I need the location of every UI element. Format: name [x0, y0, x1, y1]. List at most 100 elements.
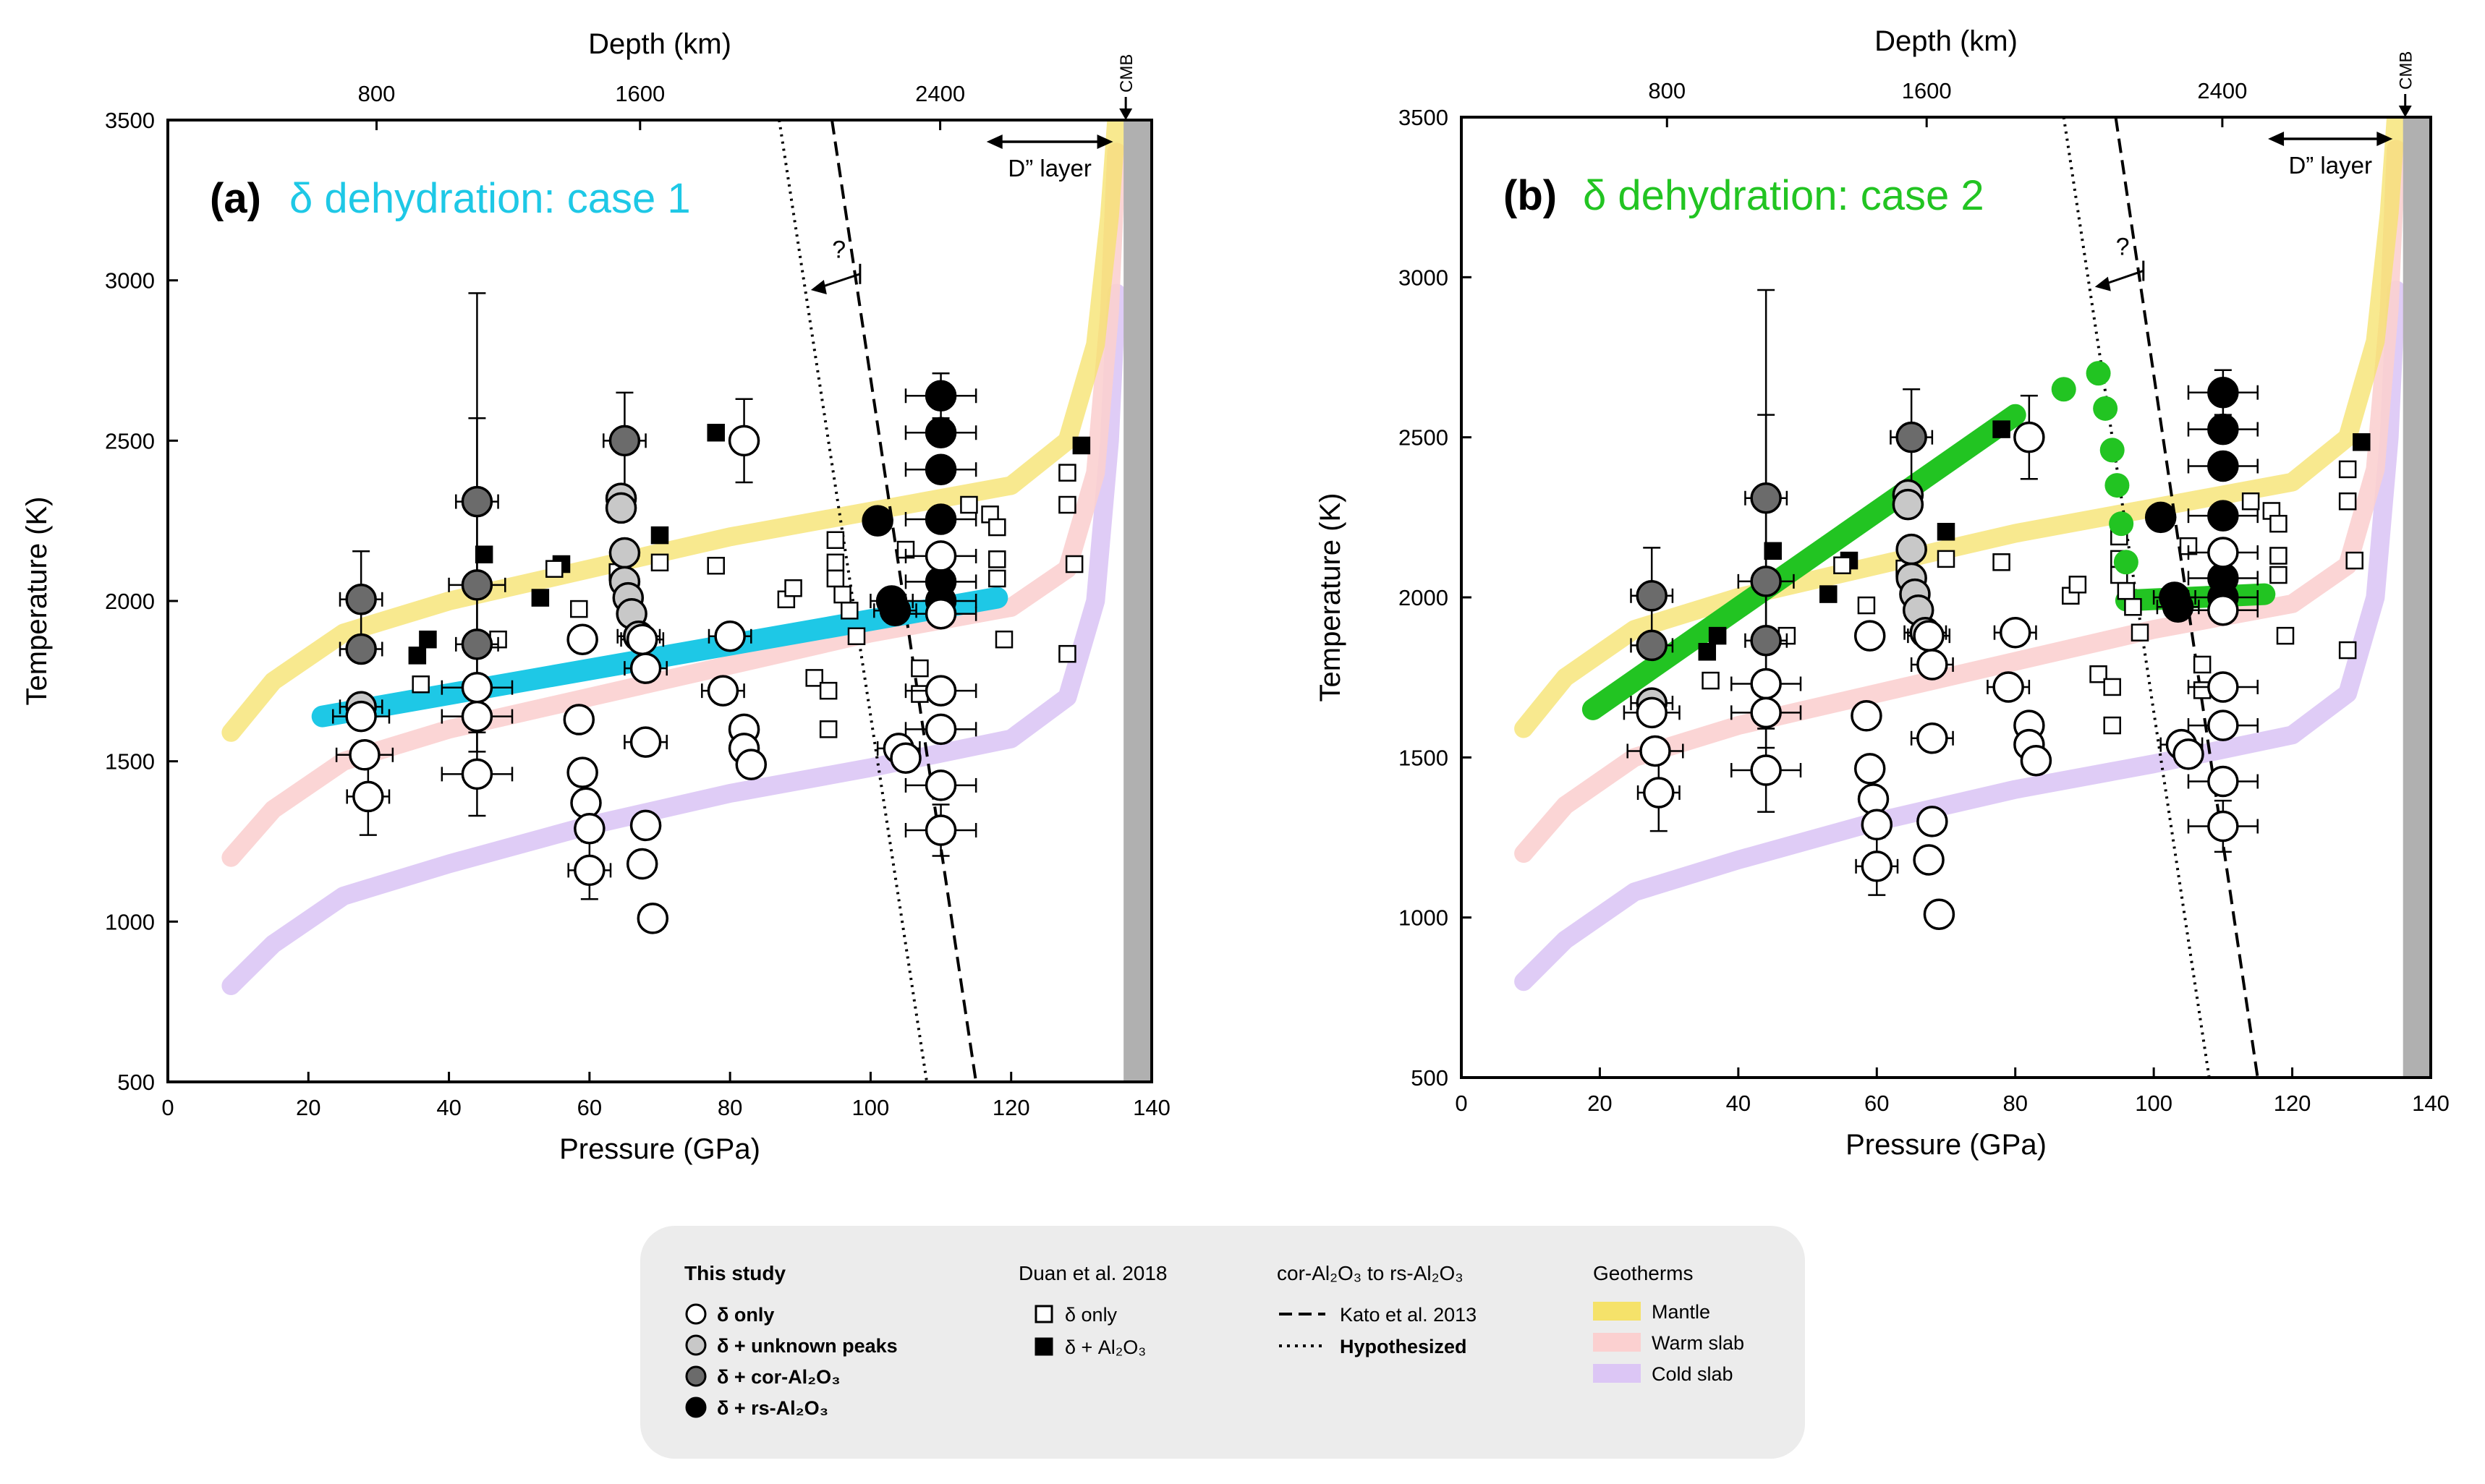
- study-point-rs: [879, 594, 912, 627]
- duan-square-delta: [412, 675, 430, 694]
- study-point-delta: [925, 675, 957, 707]
- duan-square-delta: [2241, 492, 2260, 511]
- study-point-delta: [1750, 696, 1782, 729]
- study-point-delta: [925, 814, 957, 846]
- x-tick-label: 80: [718, 1095, 742, 1120]
- dehydration-dot: [2086, 361, 2111, 386]
- study-point-cor: [1636, 629, 1668, 662]
- geotherm-cold-slab: [221, 283, 1126, 995]
- x-tick-label: 100: [2135, 1091, 2172, 1116]
- study-point-delta: [1913, 844, 1945, 876]
- question-arrow-shaft: [2104, 270, 2144, 286]
- dehydration-dot: [2099, 438, 2125, 463]
- legend-label-delta-only: δ only: [717, 1304, 774, 1326]
- study-point-unk: [608, 537, 641, 569]
- study-point-delta: [1923, 898, 1955, 930]
- study-point-delta: [925, 540, 957, 572]
- geotherm-mantle: [221, 120, 1126, 742]
- study-point-delta: [1853, 620, 1886, 652]
- panel-title: δ dehydration: case 2: [1583, 172, 1984, 219]
- study-point-cor: [1750, 625, 1782, 657]
- duan-square-al2o3: [1698, 643, 1717, 661]
- cmb-band: [2403, 117, 2431, 1078]
- study-point-delta: [1636, 696, 1668, 729]
- study-point-delta: [1916, 806, 1948, 837]
- duan-square-al2o3: [650, 526, 669, 545]
- duan-square-delta: [847, 627, 866, 646]
- study-point-delta: [1992, 671, 2024, 703]
- dehydration-path: [1581, 404, 2026, 720]
- question-arrow-shaft: [820, 273, 861, 289]
- duan-square-delta: [1058, 495, 1076, 514]
- top-tick-label: 2400: [2197, 78, 2247, 103]
- legend-label-kato: Kato et al. 2013: [1340, 1304, 1477, 1326]
- duan-square-delta: [2131, 623, 2149, 641]
- legend-marker-cor-al2o3: [685, 1365, 707, 1387]
- duan-square-al2o3: [2353, 433, 2371, 451]
- study-point-rs: [862, 505, 893, 537]
- y-axis-label: Temperature (K): [1314, 493, 1346, 702]
- study-point-delta: [925, 769, 957, 801]
- dlayer-arrow-head-left: [2268, 132, 2285, 146]
- study-point-delta: [629, 652, 662, 684]
- duan-square-delta: [570, 600, 588, 618]
- geotherm-cold-slab: [1514, 281, 2406, 992]
- x-tick-label: 0: [1455, 1091, 1467, 1116]
- study-point-delta: [626, 623, 658, 655]
- x-tick-label: 120: [993, 1095, 1030, 1120]
- study-point-delta: [461, 671, 493, 704]
- y-tick-label: 2500: [1398, 425, 1448, 451]
- study-point-delta: [707, 675, 739, 707]
- duan-square-delta: [988, 569, 1006, 588]
- duan-square-delta: [1065, 555, 1084, 573]
- top-tick-label: 800: [358, 81, 396, 106]
- study-point-delta: [925, 597, 957, 630]
- y-tick-label: 2500: [105, 428, 155, 453]
- study-point-delta: [345, 700, 377, 733]
- legend-duan-title: Duan et al. 2018: [1019, 1262, 1168, 1284]
- duan-square-delta: [1857, 596, 1876, 615]
- x-tick-label: 20: [296, 1095, 320, 1120]
- study-point-unk: [1895, 533, 1927, 566]
- y-tick-label: 3000: [1398, 265, 1448, 290]
- legend-label-rs-al2o3: δ + rs-Al₂O₃: [717, 1397, 828, 1419]
- study-point-rs: [925, 503, 957, 535]
- cmb-arrow-head: [1119, 108, 1133, 120]
- study-point-delta: [2020, 745, 2052, 777]
- duan-square-delta: [2338, 641, 2357, 660]
- study-point-delta: [2207, 765, 2239, 798]
- dlayer-label: D” layer: [1008, 155, 1092, 182]
- duan-square-delta: [841, 602, 859, 620]
- y-tick-label: 1500: [105, 749, 155, 775]
- legend-marker-duan-al2o3: [1035, 1337, 1053, 1356]
- dlayer-arrow-head-left: [986, 135, 1003, 149]
- duan-square-delta: [988, 518, 1006, 537]
- x-tick-label: 120: [2274, 1091, 2311, 1116]
- legend-label-unknown-peaks: δ + unknown peaks: [717, 1335, 898, 1357]
- legend-geotherm-title: Geotherms: [1593, 1262, 1694, 1284]
- study-point-cor: [461, 485, 493, 518]
- x-axis-label: Pressure (GPa): [559, 1133, 760, 1165]
- legend-marker-rs-al2o3: [685, 1396, 707, 1418]
- study-point-delta: [574, 813, 606, 845]
- study-point-cor: [1895, 421, 1927, 453]
- dehydration-dot: [2113, 550, 2138, 575]
- duan-square-delta: [2103, 678, 2121, 696]
- study-point-rs: [2207, 500, 2239, 532]
- cmb-label: CMB: [2397, 51, 2416, 90]
- study-point-rs: [925, 417, 957, 448]
- y-tick-label: 2000: [105, 589, 155, 614]
- study-point-delta: [461, 700, 493, 733]
- y-tick-label: 3500: [1398, 105, 1448, 130]
- study-point-rs: [2207, 376, 2239, 409]
- study-point-unk: [605, 492, 637, 524]
- study-point-rs: [2144, 501, 2177, 534]
- study-point-cor: [461, 628, 493, 660]
- study-point-delta: [2207, 594, 2239, 626]
- study-point-cor: [1750, 482, 1782, 514]
- study-point-delta: [1750, 754, 1782, 786]
- study-point-delta: [629, 809, 662, 842]
- study-point-delta: [563, 704, 595, 735]
- top-axis-label: Depth (km): [1874, 25, 2018, 57]
- study-point-delta: [1851, 700, 1882, 732]
